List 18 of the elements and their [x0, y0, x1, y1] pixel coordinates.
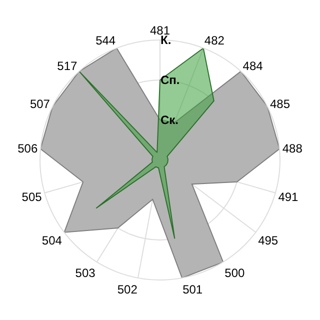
- spoke-label: 502: [117, 282, 138, 296]
- spoke-label: 484: [242, 59, 264, 74]
- spoke-label: 482: [204, 34, 225, 48]
- spoke-label: 495: [258, 234, 278, 248]
- spoke-label: 491: [278, 190, 299, 204]
- spoke-label: 501: [182, 282, 203, 296]
- spoke-label: 500: [224, 266, 246, 280]
- spoke-label: 517: [57, 59, 78, 74]
- spoke-label: 506: [18, 142, 38, 156]
- spoke-label: 544: [96, 34, 116, 48]
- spoke-label: 503: [75, 266, 96, 280]
- spoke-label: 505: [22, 190, 42, 204]
- spoke-label: 485: [270, 96, 290, 111]
- spoke-label: 488: [282, 142, 303, 156]
- spoke-label: 507: [30, 96, 50, 111]
- y-tick-label: Ск.: [160, 112, 179, 127]
- y-tick-label: Сп.: [160, 72, 180, 87]
- spoke-label: 504: [42, 234, 62, 248]
